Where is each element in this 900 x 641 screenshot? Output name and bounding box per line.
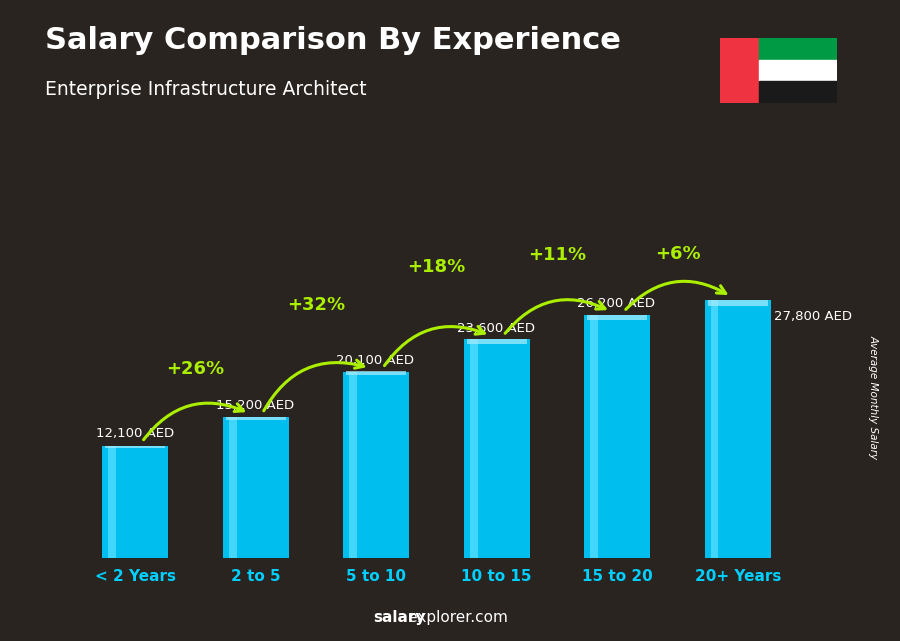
Bar (710, 300, 718, 558)
Text: +11%: +11% (528, 246, 586, 264)
Bar (108, 445, 116, 558)
Bar (759, 60, 837, 81)
Bar (588, 315, 647, 320)
Text: +26%: +26% (166, 360, 225, 378)
Text: +6%: +6% (654, 246, 700, 263)
Bar (708, 300, 768, 306)
Bar (349, 372, 357, 558)
Bar (470, 339, 478, 558)
Bar (226, 417, 285, 420)
Bar (103, 445, 168, 558)
Text: 27,800 AED: 27,800 AED (774, 310, 852, 322)
Text: 12,100 AED: 12,100 AED (95, 427, 174, 440)
Text: 15,200 AED: 15,200 AED (216, 399, 294, 412)
Text: Enterprise Infrastructure Architect: Enterprise Infrastructure Architect (45, 80, 366, 99)
Text: 20,100 AED: 20,100 AED (337, 354, 415, 367)
Text: Salary Comparison By Experience: Salary Comparison By Experience (45, 26, 621, 54)
Bar (584, 315, 651, 558)
Bar (590, 315, 598, 558)
Text: explorer.com: explorer.com (374, 610, 508, 625)
Bar (759, 38, 837, 60)
Bar (229, 417, 237, 558)
Bar (705, 300, 770, 558)
Bar (222, 417, 289, 558)
Text: 23,600 AED: 23,600 AED (457, 322, 535, 335)
Text: +32%: +32% (287, 296, 345, 314)
Text: salary: salary (374, 610, 426, 625)
Bar (720, 38, 759, 103)
Bar (467, 339, 526, 344)
Bar (464, 339, 530, 558)
Text: +18%: +18% (408, 258, 465, 276)
Text: Average Monthly Salary: Average Monthly Salary (868, 335, 878, 460)
Bar (346, 371, 406, 376)
Bar (759, 81, 837, 103)
Bar (343, 372, 410, 558)
Text: 26,200 AED: 26,200 AED (578, 297, 655, 310)
Bar (105, 445, 165, 448)
